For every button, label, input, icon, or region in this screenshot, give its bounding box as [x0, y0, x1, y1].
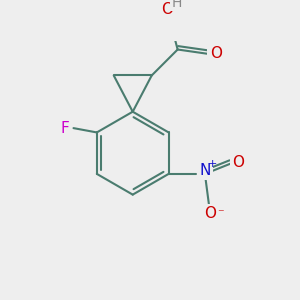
Text: O: O	[204, 206, 216, 221]
Text: O: O	[161, 2, 173, 17]
Text: ⁻: ⁻	[217, 207, 224, 220]
Text: F: F	[61, 121, 69, 136]
Text: O: O	[232, 155, 244, 170]
Text: H: H	[172, 0, 182, 10]
Text: +: +	[208, 158, 218, 169]
Text: N: N	[199, 163, 211, 178]
Text: O: O	[210, 46, 222, 61]
